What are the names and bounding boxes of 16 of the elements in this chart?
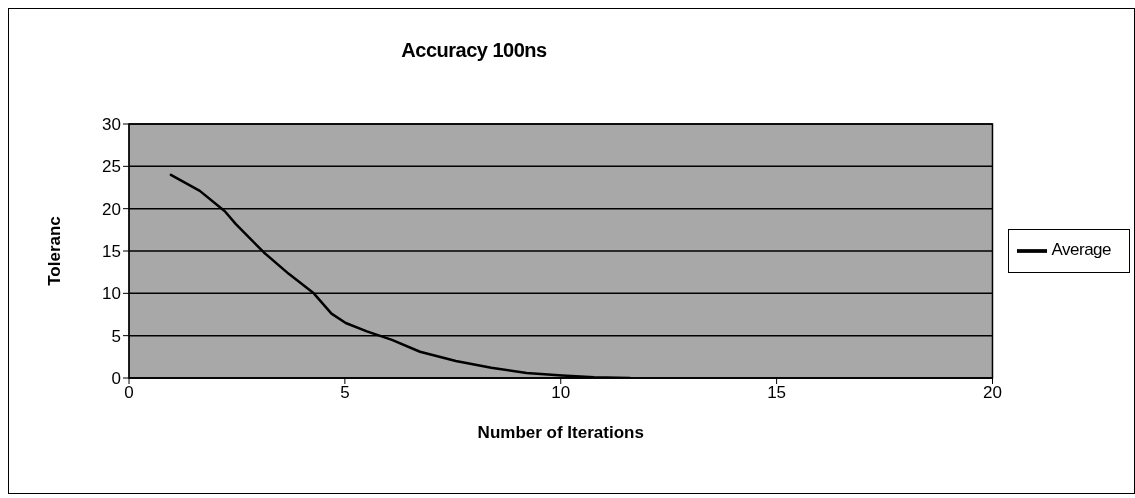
x-tick-label: 5	[340, 383, 350, 403]
x-tick-label: 10	[551, 383, 571, 403]
y-tick-label: 15	[102, 242, 121, 262]
y-tick-label: 0	[111, 369, 121, 389]
y-axis-title: Toleranc	[45, 216, 65, 286]
y-tick-label: 30	[102, 115, 121, 135]
x-tick-label: 20	[983, 383, 1002, 403]
y-tick-label: 10	[102, 284, 121, 304]
legend-label: Average	[1051, 240, 1111, 260]
y-tick-label: 20	[102, 199, 121, 219]
y-tick-label: 5	[111, 326, 121, 346]
x-tick-label: 0	[124, 383, 134, 403]
y-tick-label: 25	[102, 157, 121, 177]
chart-title: Accuracy 100ns	[400, 39, 548, 62]
x-tick-label: 15	[767, 383, 787, 403]
x-axis-title: Number of Iterations	[477, 423, 644, 442]
